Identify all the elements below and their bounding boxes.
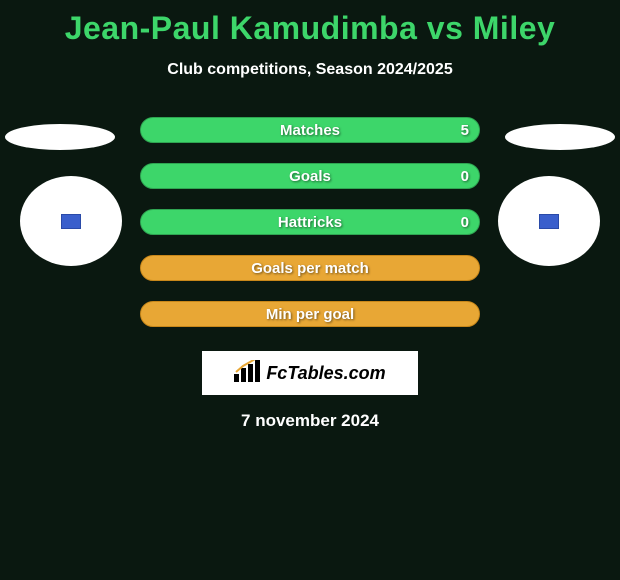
stat-value-right: 0 xyxy=(461,168,469,185)
stat-label: Goals per match xyxy=(251,260,369,277)
player-right-ellipse xyxy=(505,124,615,150)
club-crest-left xyxy=(20,176,122,266)
stat-label: Matches xyxy=(280,122,340,139)
fctables-logo: FcTables.com xyxy=(202,351,418,395)
stat-label: Hattricks xyxy=(278,214,342,231)
page-title: Jean-Paul Kamudimba vs Miley xyxy=(0,0,620,47)
stat-value-right: 5 xyxy=(461,122,469,139)
stat-bar-matches: Matches 5 xyxy=(140,117,480,143)
stat-label: Min per goal xyxy=(266,306,354,323)
stat-bar-goals-per-match: Goals per match xyxy=(140,255,480,281)
logo-text: FcTables.com xyxy=(266,363,385,384)
date-label: 7 november 2024 xyxy=(0,411,620,431)
stat-bar-hattricks: Hattricks 0 xyxy=(140,209,480,235)
player-left-ellipse xyxy=(5,124,115,150)
crest-icon xyxy=(61,214,81,229)
bar-chart-icon xyxy=(234,360,262,387)
stat-label: Goals xyxy=(289,168,331,185)
stat-bars: Matches 5 Goals 0 Hattricks 0 Goals per … xyxy=(140,117,480,327)
stat-value-right: 0 xyxy=(461,214,469,231)
stat-bar-min-per-goal: Min per goal xyxy=(140,301,480,327)
subtitle: Club competitions, Season 2024/2025 xyxy=(0,61,620,79)
stat-bar-goals: Goals 0 xyxy=(140,163,480,189)
club-crest-right xyxy=(498,176,600,266)
crest-icon xyxy=(539,214,559,229)
